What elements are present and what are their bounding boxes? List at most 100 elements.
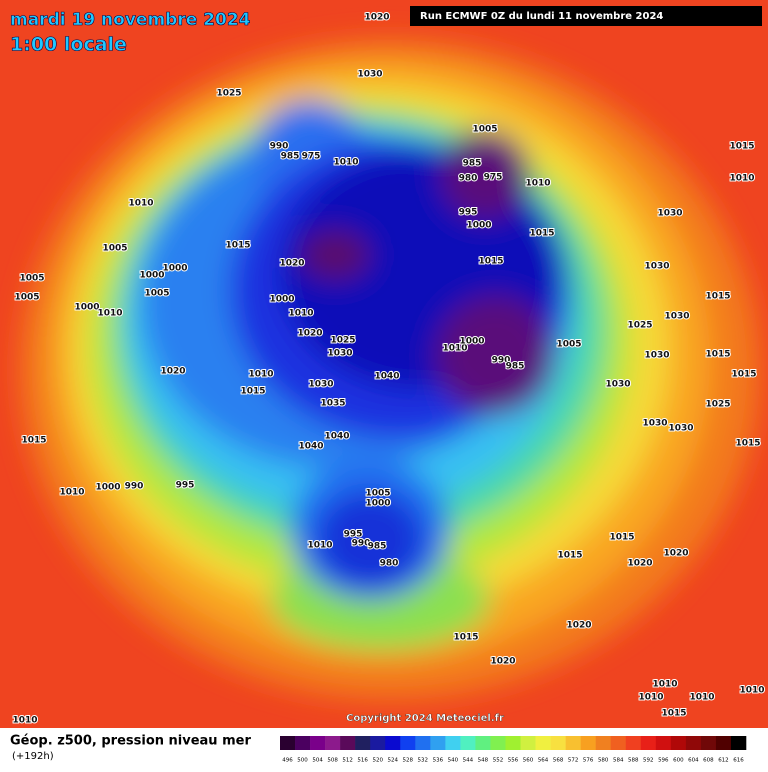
geopotential-field [20,40,760,700]
isobar-label: 1010 [12,716,37,726]
isobar-label: 1010 [307,541,332,551]
colorbar-label: 564 [538,758,549,764]
colorbar-swatch [460,736,476,750]
colorbar-swatch [625,736,642,750]
colorbar-label: 560 [523,758,534,764]
isobar-label: 980 [459,174,478,184]
colorbar-swatch [280,736,296,750]
colorbar-label: 508 [327,758,338,764]
colorbar-swatch [475,736,491,750]
isobar-label: 1020 [279,259,304,269]
colorbar-swatch [700,736,717,750]
isobar-label: 1040 [298,442,323,452]
colorbar-swatch [445,736,461,750]
isobar-label: 1010 [652,680,677,690]
isobar-label: 1000 [95,483,120,493]
colorbar-swatch [370,736,386,750]
colorbar-swatch [415,736,431,750]
isobar-label: 1015 [529,229,554,239]
isobar-label: 1030 [308,380,333,390]
isobar-label: 1030 [664,312,689,322]
colorbar-swatch [325,736,341,750]
isobar-label: 1015 [705,350,730,360]
isobar-label: 1005 [556,340,581,350]
isobar-label: 1010 [128,199,153,209]
colorbar-swatch [640,736,657,750]
title: mardi 19 novembre 2024 [10,10,251,30]
colorbar-label: 496 [282,758,293,764]
isobar-label: 1005 [14,293,39,303]
isobar-label: 1000 [162,264,187,274]
isobar-label: 990 [125,482,144,492]
colorbar-label: 536 [433,758,444,764]
colorbar-label: 596 [658,758,669,764]
isobar-label: 1020 [364,13,389,23]
colorbar-swatch [490,736,506,750]
isobar-label: 1030 [668,424,693,434]
isobar-label: 1015 [21,436,46,446]
isobar-label: 1005 [365,489,390,499]
colorbar-swatch [580,736,596,750]
colorbar-swatch [715,736,732,750]
isobar-label: 1030 [657,209,682,219]
colorbar-swatch [595,736,612,750]
isobar-label: 1025 [627,321,652,331]
colorbar-label: 544 [463,758,474,764]
isobar-label: 995 [459,208,478,218]
isobar-label: 1035 [320,399,345,409]
isobar-label: 1020 [160,367,185,377]
field-label: Géop. z500, pression niveau mer [10,734,251,749]
colorbar-swatch [340,736,356,750]
isobar-label: 1010 [442,344,467,354]
isobar-label: 1015 [557,551,582,561]
colorbar-label: 520 [372,758,383,764]
isobar-label: 1000 [466,221,491,231]
colorbar-label: 540 [448,758,459,764]
colorbar-swatch [520,736,536,750]
colorbar-label: 600 [673,758,684,764]
colorbar-label: 552 [493,758,504,764]
colorbar-label: 556 [508,758,519,764]
isobar-label: 975 [302,152,321,162]
colorbar-label: 584 [613,758,624,764]
isobar-label: 1015 [609,533,634,543]
isobar-label: 1015 [705,292,730,302]
isobar-label: 1005 [102,244,127,254]
colorbar-label: 592 [643,758,654,764]
isobar-label: 1000 [365,499,390,509]
isobar-label: 1005 [144,289,169,299]
colorbar-swatch [655,736,672,750]
isobar-label: 985 [463,159,482,169]
isobar-label: 985 [368,542,387,552]
isobar-label: 1030 [644,351,669,361]
colorbar: 496 500 504 508 512 516 520 524 528 532 536 540 544 5… [280,736,747,764]
isobar-label: 1030 [642,419,667,429]
colorbar-swatch [385,736,401,750]
colorbar-swatch [430,736,446,750]
colorbar-swatch [355,736,371,750]
isobar-label: 1020 [627,559,652,569]
colorbar-label: 608 [703,758,714,764]
colorbar-label: 532 [418,758,429,764]
subtitle: 1:00 locale [10,34,127,56]
lead-time: (+192h) [12,751,54,762]
isobar-label: 985 [506,362,525,372]
isobar-label: 1040 [374,372,399,382]
isobar-label: 1000 [139,271,164,281]
isobar-label: 1030 [327,349,352,359]
colorbar-swatch [310,736,326,750]
isobar-label: 1015 [478,257,503,267]
colorbar-label: 512 [342,758,353,764]
isobar-label: 995 [344,530,363,540]
isobar-label: 1015 [731,370,756,380]
isobar-label: 1025 [705,400,730,410]
colorbar-label: 504 [312,758,323,764]
isobar-label: 1015 [661,709,686,719]
isobar-label: 1010 [59,488,84,498]
isobar-label: 990 [492,356,511,366]
colorbar-swatch [565,736,581,750]
colorbar-swatch [400,736,416,750]
isobar-label: 1020 [566,621,591,631]
